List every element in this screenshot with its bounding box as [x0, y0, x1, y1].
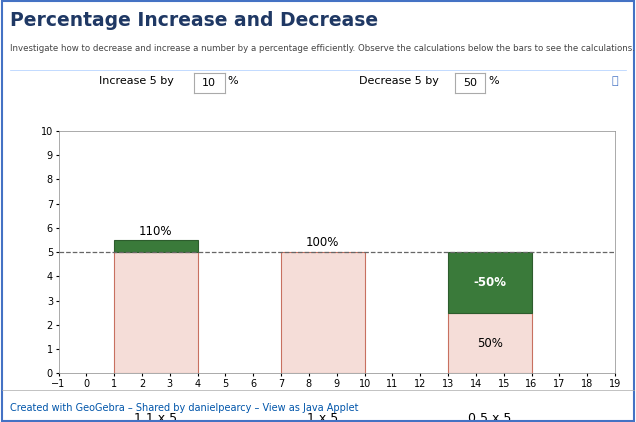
Text: Investigate how to decrease and increase a number by a percentage efficiently. O: Investigate how to decrease and increase… — [10, 44, 635, 53]
Text: 1.1 x 5: 1.1 x 5 — [134, 412, 177, 422]
Bar — [281, 252, 364, 373]
Text: Decrease 5 by: Decrease 5 by — [359, 76, 439, 86]
Text: 0.5 x 5: 0.5 x 5 — [468, 412, 511, 422]
Text: %: % — [488, 76, 499, 86]
Text: Percentage Increase and Decrease: Percentage Increase and Decrease — [10, 11, 378, 30]
Text: 1 x 5: 1 x 5 — [307, 412, 338, 422]
Text: %: % — [227, 76, 238, 86]
Text: ⧄: ⧄ — [612, 76, 618, 86]
Text: 110%: 110% — [139, 225, 172, 238]
Bar — [114, 240, 198, 252]
Text: -50%: -50% — [473, 276, 506, 289]
Text: 10: 10 — [202, 78, 216, 88]
Text: 50: 50 — [463, 78, 477, 88]
Text: Created with GeoGebra – Shared by danielpearcy – View as Java Applet: Created with GeoGebra – Shared by daniel… — [10, 403, 358, 413]
Text: 100%: 100% — [306, 236, 340, 249]
Bar — [448, 252, 532, 313]
Text: Increase 5 by: Increase 5 by — [99, 76, 174, 86]
Bar — [448, 313, 532, 373]
Text: 50%: 50% — [477, 337, 502, 350]
Bar — [114, 252, 198, 373]
